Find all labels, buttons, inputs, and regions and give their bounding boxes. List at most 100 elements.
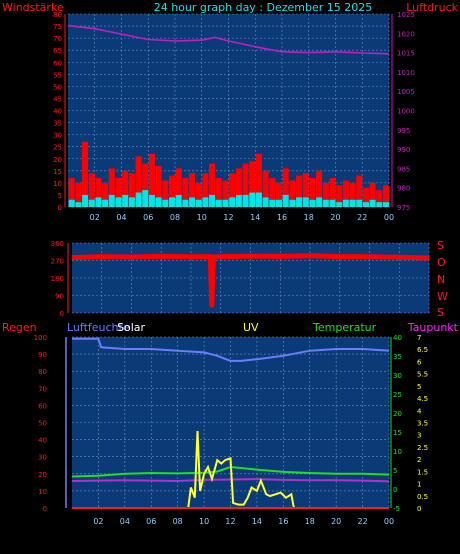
gust-bar	[222, 199, 229, 207]
gust-bar	[209, 194, 216, 207]
uv-tick-label: 1	[417, 481, 421, 489]
wind-bar	[168, 175, 175, 207]
uv-tick-label: 3	[417, 432, 421, 440]
temperature-tick-label: 10	[393, 448, 402, 456]
wind-x-tick-label: 20	[330, 213, 340, 222]
temperature-tick-label: -5	[393, 505, 400, 513]
wind-bar	[316, 170, 323, 207]
humidity-label: Luftfeuchte	[67, 321, 130, 334]
wind-bar	[142, 163, 149, 207]
wind-bar	[215, 178, 222, 207]
wind-bar	[229, 173, 236, 207]
gust-bar	[255, 192, 262, 207]
pressure-tick-label: 990	[397, 146, 410, 154]
wind-bar	[275, 182, 282, 207]
pressure-tick-label: 1010	[397, 69, 415, 77]
wind-bar	[88, 173, 95, 207]
rain-tick-label: 10	[38, 488, 47, 496]
weather-x-tick-label: 14	[252, 517, 262, 526]
pressure-tick-label: 1000	[397, 108, 415, 116]
pressure-tick-label: 1005	[397, 88, 415, 96]
wind-bar	[135, 156, 142, 207]
wind-x-tick-label: 18	[304, 213, 314, 222]
direction-line	[71, 253, 430, 308]
wind-bar	[75, 182, 82, 207]
wind-tick-label: 60	[53, 59, 62, 67]
wind-bar	[336, 185, 343, 207]
wind-bar	[362, 187, 369, 207]
temperature-tick-label: 25	[393, 391, 402, 399]
temperature-line	[71, 465, 390, 478]
wind-bar	[356, 175, 363, 207]
wind-tick-label: 20	[53, 156, 62, 164]
wind-tick-label: 15	[53, 168, 62, 176]
temperature-label: Temperatur	[312, 321, 377, 334]
pressure-axis-label: Luftdruck	[406, 1, 458, 14]
weather-x-tick-label: 02	[93, 517, 103, 526]
gust-bar	[229, 197, 236, 207]
gust-bar	[128, 197, 135, 207]
weather-x-tick-label: 16	[278, 517, 288, 526]
gust-bar	[142, 190, 149, 207]
wind-x-tick-label: 02	[90, 213, 100, 222]
temperature-tick-label: 35	[393, 353, 402, 361]
temperature-tick-label: 20	[393, 410, 402, 418]
wind-tick-label: 45	[53, 95, 62, 103]
wind-bar	[289, 180, 296, 207]
weather-x-tick-label: 18	[305, 517, 315, 526]
weather-x-tick-label: 04	[120, 517, 130, 526]
pressure-tick-label: 1015	[397, 50, 415, 58]
wind-tick-label: 50	[53, 83, 62, 91]
wind-x-tick-label: 00	[384, 213, 394, 222]
wind-tick-label: 55	[53, 71, 62, 79]
uv-tick-label: 5	[417, 383, 421, 391]
gust-bar	[68, 199, 75, 207]
pressure-tick-label: 980	[397, 185, 410, 193]
wind-bar	[222, 180, 229, 207]
uv-tick-label: 7	[417, 334, 421, 342]
pressure-tick-label: 1020	[397, 30, 415, 38]
rain-tick-label: 30	[38, 454, 47, 462]
gust-bar	[115, 197, 122, 207]
uv-tick-label: 6	[417, 358, 422, 366]
temperature-tick-label: 5	[393, 467, 397, 475]
rain-tick-label: 20	[38, 471, 47, 479]
rain-tick-label: 0	[43, 505, 47, 513]
gust-bar	[95, 197, 102, 207]
solar-line	[187, 431, 295, 509]
weather-x-tick-label: 06	[146, 517, 156, 526]
rain-tick-label: 60	[38, 402, 47, 410]
gust-bar	[175, 194, 182, 207]
wind-bar	[235, 168, 242, 207]
gust-bar	[249, 192, 256, 207]
uv-tick-label: 0	[417, 505, 421, 513]
uv-tick-label: 4	[417, 407, 422, 415]
gust-bar	[262, 197, 269, 207]
wind-axis-label: Windstärke	[2, 1, 64, 14]
wind-tick-label: 30	[53, 132, 62, 140]
wind-bar	[95, 178, 102, 207]
wind-bar	[369, 182, 376, 207]
gust-bar	[202, 197, 209, 207]
wind-bar	[175, 168, 182, 207]
wind-tick-label: 70	[53, 35, 62, 43]
gust-bar	[296, 197, 303, 207]
wind-bar	[309, 178, 316, 207]
wind-bar	[376, 190, 383, 207]
direction-tick-label: 180	[51, 275, 64, 283]
wind-bar	[296, 175, 303, 207]
uv-tick-label: 1.5	[417, 468, 428, 476]
gust-bar	[102, 199, 109, 207]
wind-bar	[349, 182, 356, 207]
direction-tick-label: 270	[51, 258, 64, 266]
wind-x-tick-label: 04	[116, 213, 126, 222]
wind-tick-label: 35	[53, 120, 62, 128]
wind-bar	[102, 182, 109, 207]
gust-bar	[82, 194, 89, 207]
gust-bar	[135, 192, 142, 207]
wind-bar	[342, 180, 349, 207]
gust-bar	[122, 194, 129, 207]
wind-bar	[202, 173, 209, 207]
gust-bar	[329, 199, 336, 207]
wind-bar	[122, 170, 129, 207]
